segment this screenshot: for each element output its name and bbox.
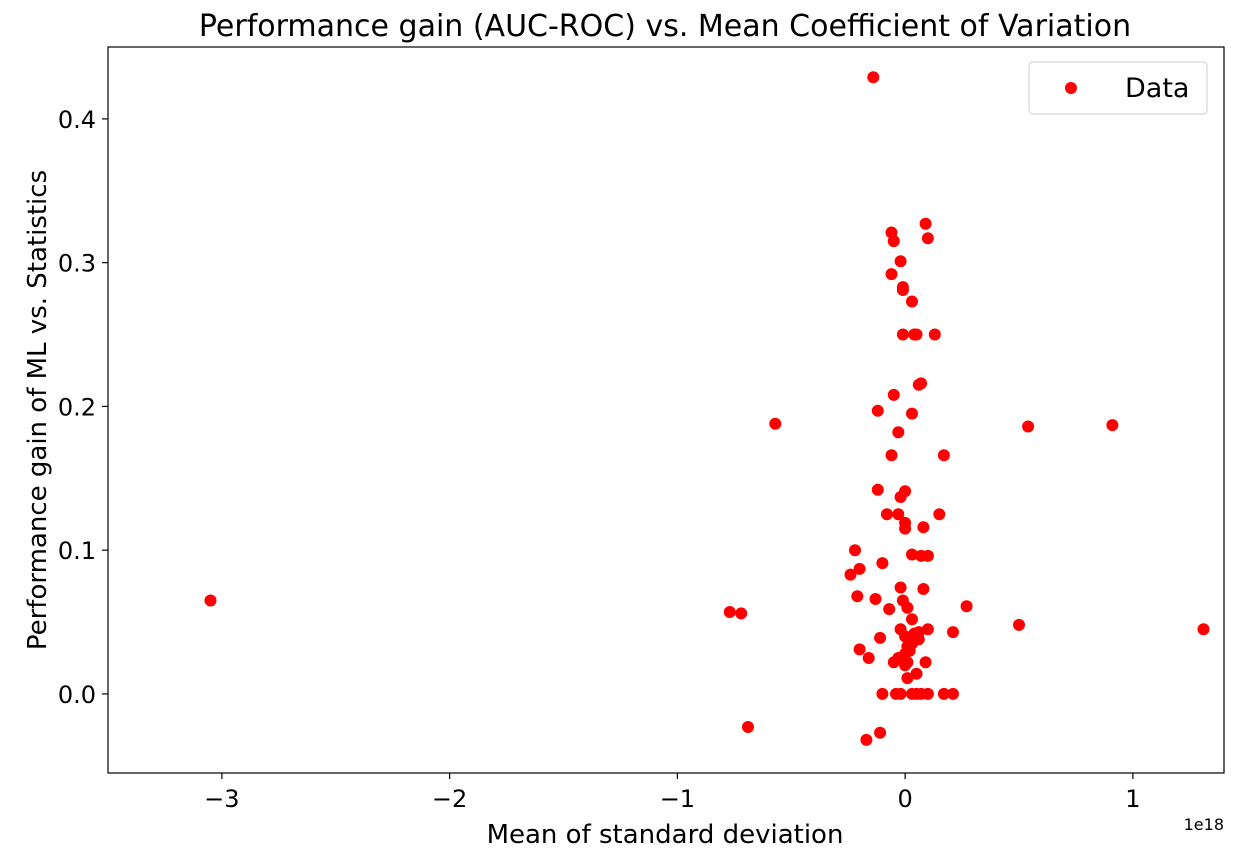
data-point	[906, 407, 918, 420]
data-point	[899, 522, 912, 535]
data-point	[880, 508, 893, 521]
data-point	[899, 659, 912, 672]
data-point	[921, 549, 934, 562]
data-point	[892, 508, 905, 521]
data-point	[947, 626, 959, 639]
data-point	[860, 733, 873, 746]
x-axis-label: Mean of standard deviation	[487, 820, 844, 850]
data-point	[871, 404, 884, 417]
data-point	[869, 593, 882, 605]
data-point	[851, 590, 864, 603]
data-point	[894, 255, 907, 268]
data-point	[937, 687, 950, 700]
data-point	[885, 449, 898, 462]
data-point	[742, 721, 754, 733]
data-point	[887, 235, 900, 248]
data-point	[844, 568, 857, 581]
data-point	[917, 583, 930, 595]
data-point	[906, 548, 918, 561]
data-point	[853, 562, 866, 575]
plot-frame	[107, 46, 1225, 774]
data-point	[937, 449, 950, 462]
data-point	[1106, 419, 1119, 432]
data-point	[1022, 420, 1035, 433]
data-point	[871, 483, 884, 496]
x-tick-label: −1	[660, 785, 695, 813]
data-point	[919, 656, 932, 669]
data-point	[876, 557, 889, 570]
data-point	[910, 328, 923, 341]
y-tick-label: 0.1	[58, 537, 96, 565]
y-tick-label: 0.2	[58, 393, 96, 421]
data-point	[876, 687, 889, 700]
data-point	[894, 581, 907, 594]
data-point	[919, 217, 932, 230]
data-point	[867, 71, 880, 84]
data-point	[896, 284, 909, 296]
y-axis-label: Performance gain of ML vs. Statistics	[23, 170, 53, 650]
legend-label: Data	[1125, 73, 1189, 104]
x-tick-label: −3	[204, 785, 239, 813]
data-point	[901, 601, 914, 614]
data-point	[933, 508, 946, 521]
x-tick-label: 1	[1125, 785, 1140, 813]
legend-box	[1028, 61, 1208, 115]
chart-title: Performance gain (AUC-ROC) vs. Mean Coef…	[199, 9, 1131, 44]
y-tick-label: 0.4	[58, 106, 96, 134]
legend: Data	[1028, 61, 1208, 115]
data-point	[921, 623, 934, 636]
data-point	[928, 328, 941, 341]
data-point	[874, 726, 887, 739]
data-point	[960, 600, 973, 613]
y-axis: 0.0 0.1 0.2 0.3 0.4	[58, 106, 108, 709]
data-point	[723, 606, 736, 618]
data-point	[894, 687, 907, 700]
x-axis: −3 −2 −1 0 1	[204, 773, 1141, 813]
data-point	[204, 594, 217, 607]
x-axis-offset-label: 1e18	[1184, 815, 1224, 834]
data-point	[921, 687, 934, 700]
data-point	[887, 388, 900, 401]
y-tick-label: 0.0	[58, 681, 96, 709]
data-point	[915, 377, 928, 390]
data-point	[947, 687, 959, 700]
data-point	[901, 672, 914, 685]
data-point	[1013, 618, 1025, 631]
data-point	[921, 232, 934, 245]
data-point	[769, 417, 782, 430]
data-point	[894, 491, 907, 503]
data-point	[862, 652, 875, 664]
data-point	[910, 667, 923, 680]
data-point	[892, 426, 905, 439]
data-point	[906, 295, 918, 308]
data-point	[917, 521, 930, 534]
data-points	[204, 71, 1210, 746]
data-point	[853, 643, 866, 656]
x-tick-label: −2	[432, 785, 467, 813]
data-point	[906, 613, 918, 626]
data-point	[1197, 623, 1210, 636]
y-tick-label: 0.3	[58, 250, 96, 278]
data-point	[849, 544, 861, 557]
x-tick-label: 0	[898, 785, 913, 813]
data-point	[885, 268, 898, 281]
legend-marker	[1065, 82, 1077, 94]
data-point	[735, 607, 748, 620]
data-point	[887, 656, 900, 669]
data-point	[874, 631, 887, 644]
data-point	[896, 328, 909, 341]
data-point	[883, 603, 896, 616]
